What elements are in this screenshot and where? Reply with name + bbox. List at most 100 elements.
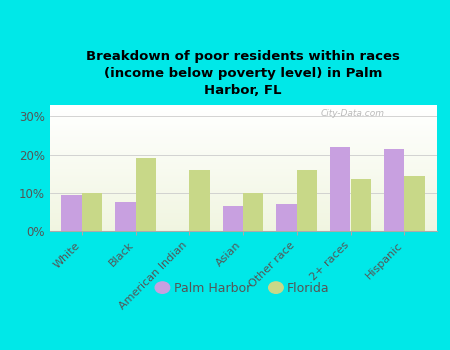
Bar [50, 127, 436, 128]
Bar [50, 169, 436, 170]
Bar [50, 197, 436, 198]
Bar [50, 113, 436, 114]
Bar [50, 194, 436, 195]
Bar [50, 229, 436, 230]
Bar [50, 168, 436, 169]
Bar [50, 184, 436, 185]
Bar [50, 225, 436, 226]
Bar [50, 196, 436, 197]
Bar [50, 220, 436, 221]
Bar [50, 109, 436, 110]
Bar [50, 121, 436, 122]
Bar [50, 185, 436, 186]
Bar [50, 128, 436, 129]
Bar [50, 206, 436, 207]
Bar [50, 222, 436, 223]
Bar [50, 164, 436, 165]
Bar [50, 201, 436, 202]
Bar [50, 209, 436, 210]
Bar [50, 174, 436, 175]
Bar [61, 195, 82, 231]
Bar [330, 147, 351, 231]
Bar [297, 170, 317, 231]
Bar [50, 152, 436, 153]
Bar [115, 202, 135, 231]
Bar [50, 211, 436, 212]
Bar [50, 193, 436, 194]
Bar [50, 205, 436, 206]
Bar [50, 124, 436, 125]
Bar [50, 139, 436, 140]
Bar [50, 175, 436, 176]
Bar [50, 146, 436, 147]
Bar [50, 204, 436, 205]
Bar [50, 136, 436, 137]
Bar [50, 188, 436, 189]
Bar [50, 183, 436, 184]
Bar [50, 105, 436, 106]
Bar [50, 120, 436, 121]
Bar [50, 131, 436, 132]
Bar [50, 123, 436, 124]
Bar [50, 115, 436, 116]
Bar [50, 135, 436, 136]
Bar [50, 228, 436, 229]
Bar [50, 134, 436, 135]
Bar [50, 191, 436, 192]
Bar [189, 170, 210, 231]
Bar [404, 176, 425, 231]
Bar [50, 149, 436, 150]
Bar [50, 112, 436, 113]
Bar [50, 132, 436, 133]
Bar [50, 107, 436, 108]
Bar [50, 177, 436, 178]
Bar [50, 199, 436, 200]
Bar [50, 218, 436, 219]
Bar [50, 130, 436, 131]
Bar [50, 171, 436, 172]
Bar [50, 119, 436, 120]
Bar [50, 133, 436, 134]
Bar [50, 172, 436, 173]
Bar [50, 179, 436, 180]
Bar [50, 182, 436, 183]
Text: City-Data.com: City-Data.com [320, 109, 384, 118]
Bar [223, 206, 243, 231]
Bar [50, 117, 436, 118]
Bar [50, 150, 436, 151]
Bar [50, 148, 436, 149]
Bar [50, 166, 436, 167]
Bar [50, 151, 436, 152]
Bar [50, 159, 436, 160]
Bar [50, 203, 436, 204]
Bar [50, 163, 436, 164]
Bar [50, 138, 436, 139]
Bar [50, 155, 436, 156]
Bar [50, 110, 436, 111]
Bar [50, 224, 436, 225]
Bar [50, 215, 436, 216]
Bar [50, 210, 436, 211]
Bar [50, 216, 436, 217]
Bar [50, 116, 436, 117]
Bar [50, 170, 436, 171]
Bar [50, 125, 436, 126]
Bar [50, 187, 436, 188]
Bar [50, 142, 436, 143]
Bar [50, 195, 436, 196]
Title: Breakdown of poor residents within races
(income below poverty level) in Palm
Ha: Breakdown of poor residents within races… [86, 50, 400, 97]
Bar [50, 111, 436, 112]
Bar [50, 176, 436, 177]
Bar [50, 178, 436, 179]
Bar [243, 193, 263, 231]
Bar [50, 219, 436, 220]
Bar [50, 202, 436, 203]
Bar [50, 226, 436, 227]
Bar [82, 193, 102, 231]
Bar [50, 162, 436, 163]
Bar [50, 147, 436, 148]
Bar [50, 126, 436, 127]
Bar [50, 161, 436, 162]
Bar [50, 180, 436, 181]
Bar [50, 160, 436, 161]
